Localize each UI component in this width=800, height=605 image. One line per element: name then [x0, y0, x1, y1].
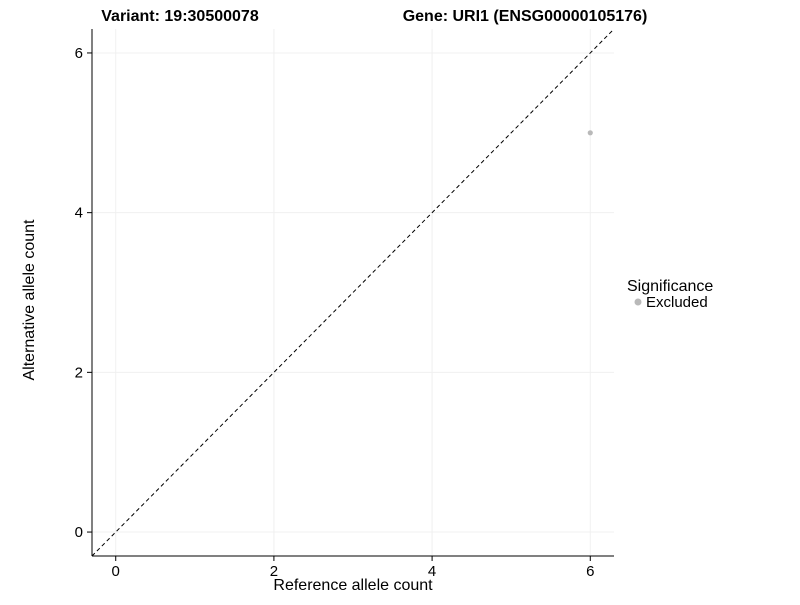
y-tick-label: 6 — [75, 45, 83, 62]
gene-title: Gene: URI1 (ENSG00000105176) — [403, 8, 648, 25]
x-tick-label: 6 — [586, 563, 594, 580]
x-axis-label: Reference allele count — [273, 577, 433, 594]
y-tick-label: 0 — [75, 524, 83, 541]
legend-entry-label: Excluded — [646, 294, 708, 311]
identity-line-path — [91, 28, 615, 557]
y-tick-label: 2 — [75, 364, 83, 381]
legend-title: Significance — [627, 278, 713, 295]
tick-labels: 0 2 4 6 0 2 4 6 — [75, 45, 595, 580]
legend-key-dot — [634, 298, 642, 306]
x-tick-label: 2 — [270, 563, 278, 580]
x-tick-label: 0 — [112, 563, 120, 580]
data-point — [587, 130, 593, 136]
identity-line — [91, 28, 615, 557]
gridlines — [92, 29, 614, 556]
data-points — [587, 130, 593, 136]
y-axis-label: Alternative allele count — [21, 219, 38, 381]
x-tick-label: 4 — [428, 563, 436, 580]
axes — [87, 29, 614, 561]
legend: Significance Excluded — [627, 278, 713, 311]
y-tick-label: 4 — [75, 205, 83, 222]
variant-title: Variant: 19:30500078 — [101, 8, 259, 25]
